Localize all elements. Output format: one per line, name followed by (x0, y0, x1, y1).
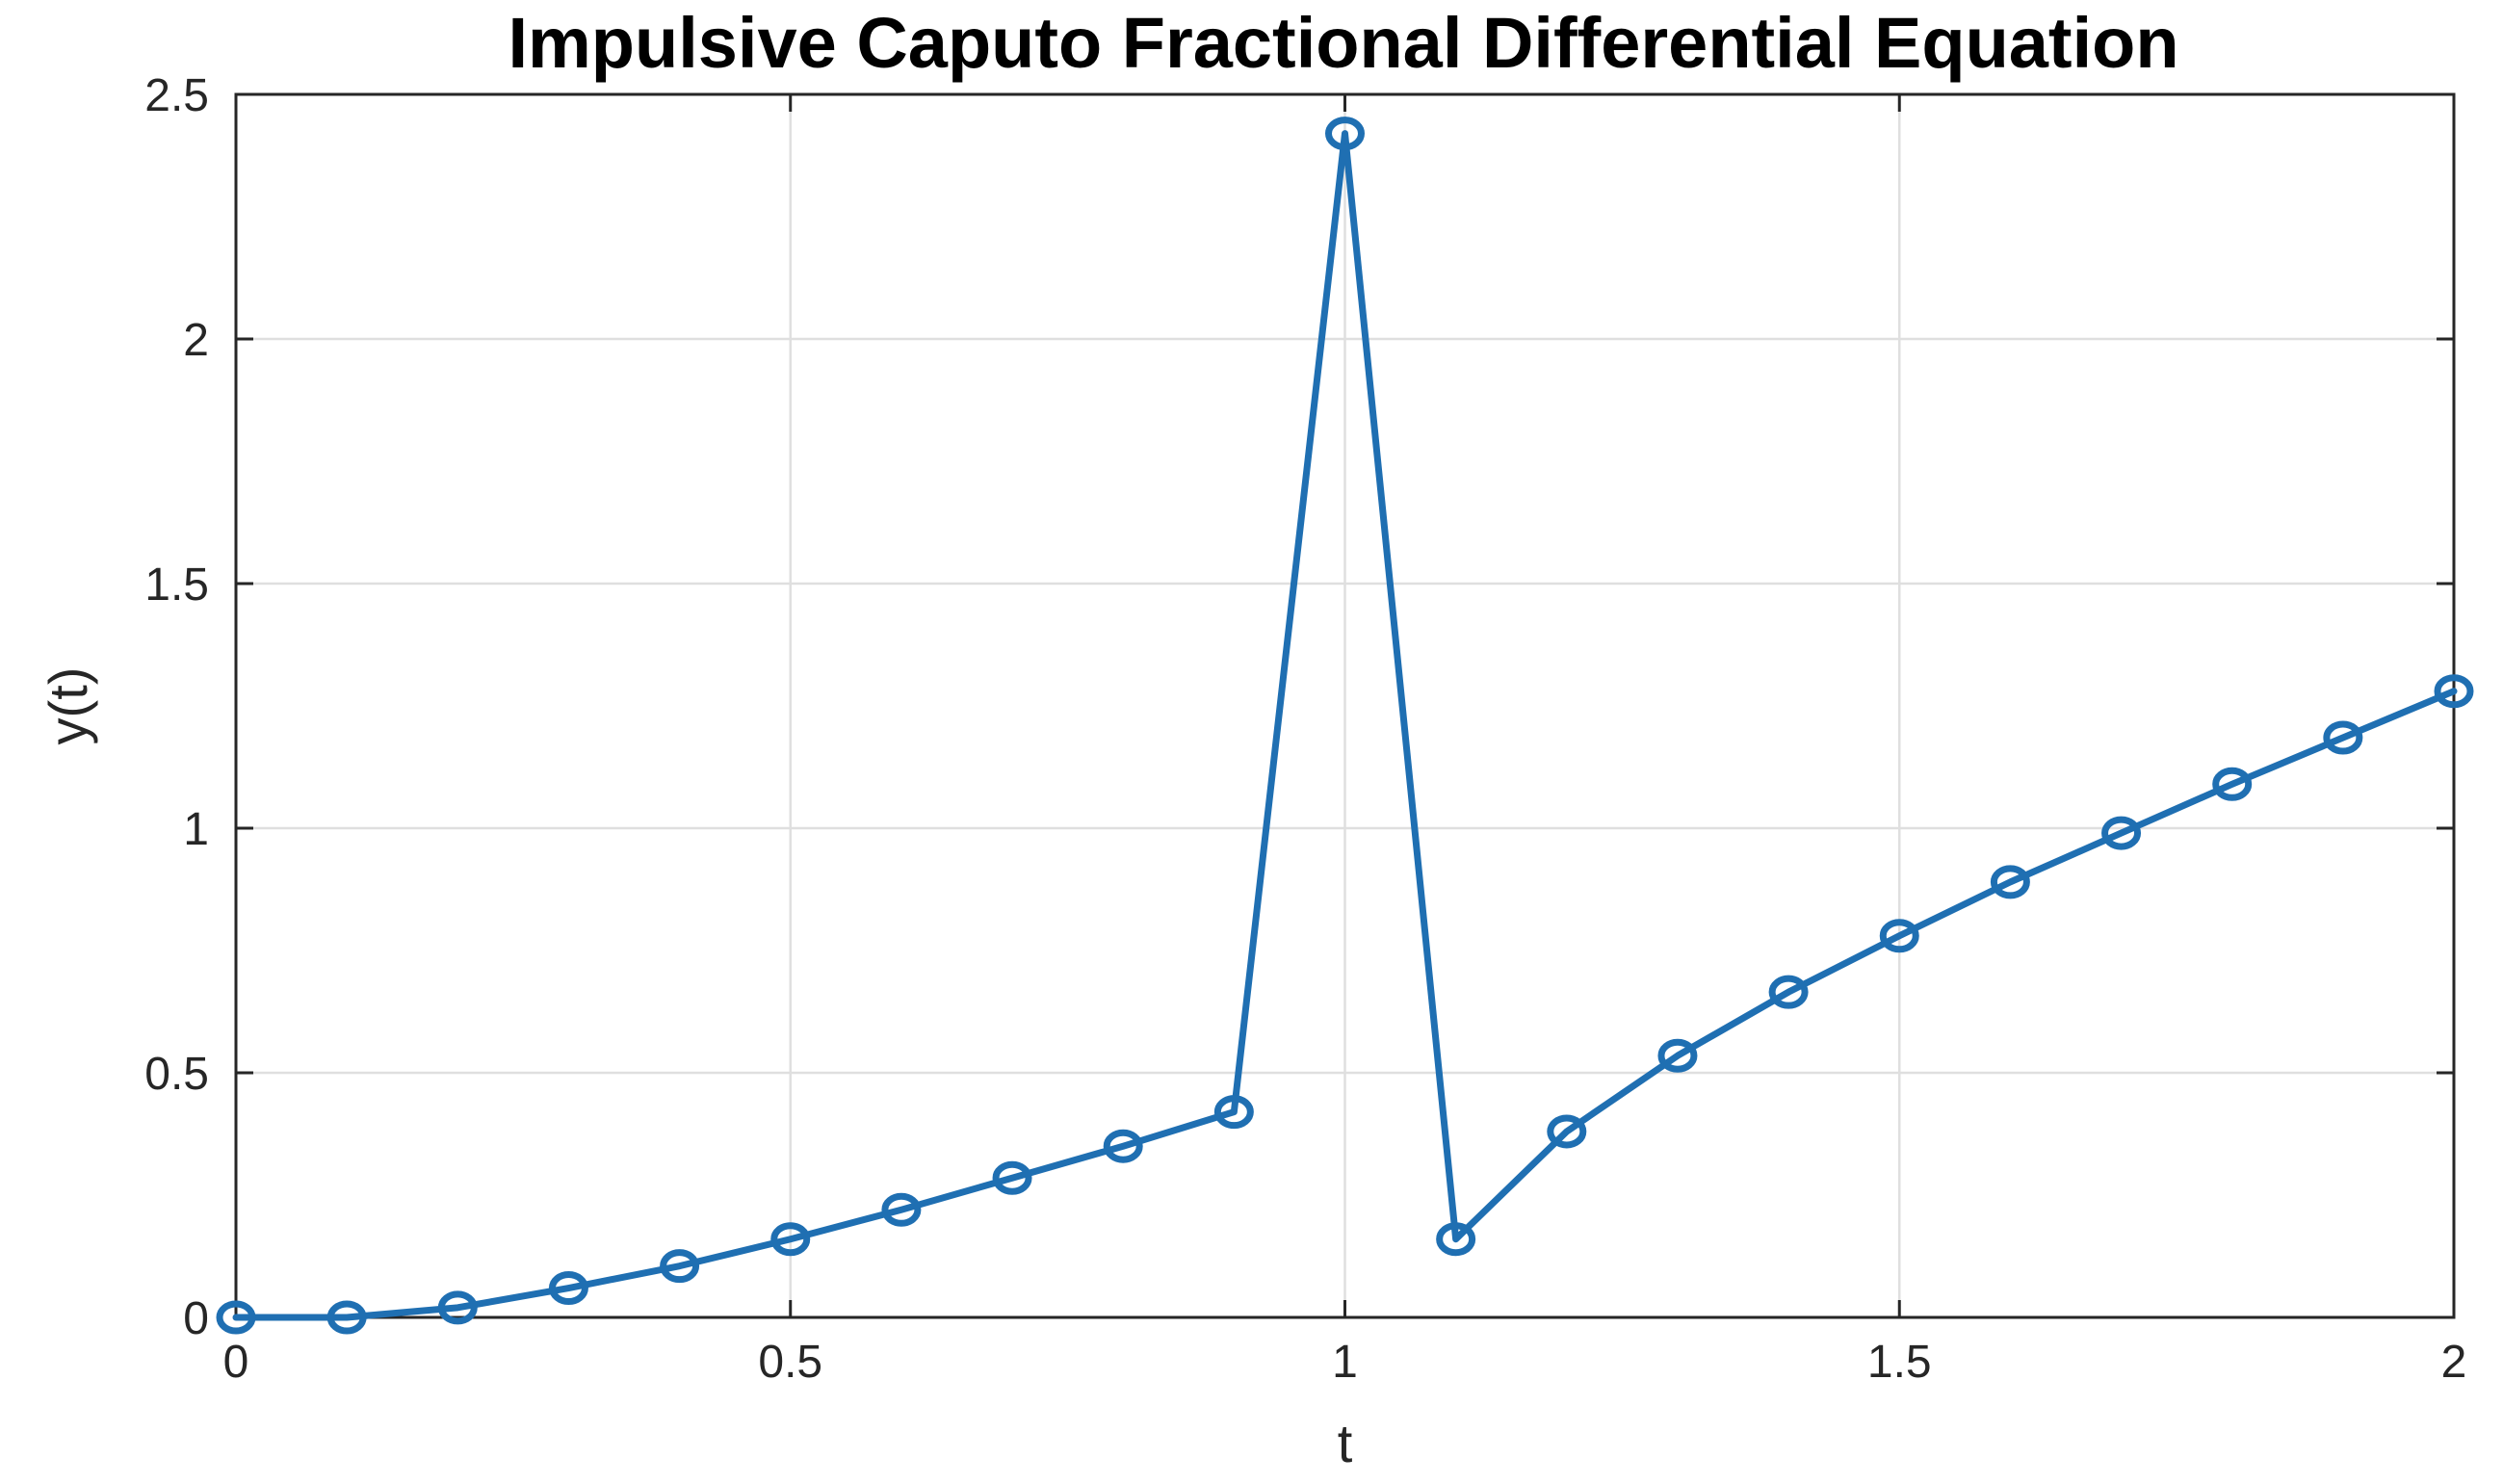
x-tick-label: 1 (1332, 1337, 1358, 1388)
y-tick-label: 2 (183, 315, 209, 366)
y-tick-label: 0.5 (144, 1049, 209, 1100)
data-point-marker (437, 1290, 478, 1325)
data-point-marker (1657, 1038, 1698, 1073)
data-point-marker (1990, 865, 2030, 899)
x-tick-label: 2 (2441, 1337, 2467, 1388)
data-point-marker (1768, 975, 1809, 1009)
data-point-marker (326, 1300, 367, 1335)
tick-layer: 0 0.5 1 1.5 2 0 0.5 1 1.5 2 2.5 (144, 70, 2466, 1388)
data-point-marker (770, 1222, 811, 1257)
data-point-marker (660, 1249, 700, 1284)
y-axis-label: y(t) (38, 667, 98, 745)
data-point-marker (1547, 1114, 1587, 1149)
data-point-marker (2323, 720, 2363, 755)
data-point-marker (548, 1271, 588, 1306)
data-point-marker (2212, 767, 2253, 801)
data-point-marker (216, 1300, 256, 1335)
data-point-marker (881, 1192, 922, 1227)
x-tick-label: 0.5 (758, 1337, 822, 1388)
data-point-marker (2101, 816, 2142, 850)
data-point-marker (2434, 674, 2474, 709)
x-tick-label: 1.5 (1867, 1337, 1932, 1388)
y-tick-label: 1.5 (144, 560, 209, 611)
data-point-marker (1325, 117, 1365, 151)
series-line (232, 130, 2458, 1321)
data-point-marker (1879, 919, 1919, 953)
x-axis-label: t (1338, 1413, 1353, 1473)
data-point-marker (1436, 1222, 1476, 1257)
y-tick-label: 0 (183, 1293, 209, 1344)
x-tick-label: 0 (223, 1337, 249, 1388)
data-point-marker (1103, 1129, 1143, 1163)
series-layer (216, 117, 2474, 1335)
chart-title: Impulsive Caputo Fractional Differential… (508, 3, 2178, 83)
data-point-marker (1213, 1095, 1254, 1130)
data-point-marker (992, 1160, 1032, 1195)
y-tick-label: 1 (183, 804, 209, 855)
grid-layer (234, 92, 2456, 1319)
y-tick-label: 2.5 (144, 70, 209, 121)
